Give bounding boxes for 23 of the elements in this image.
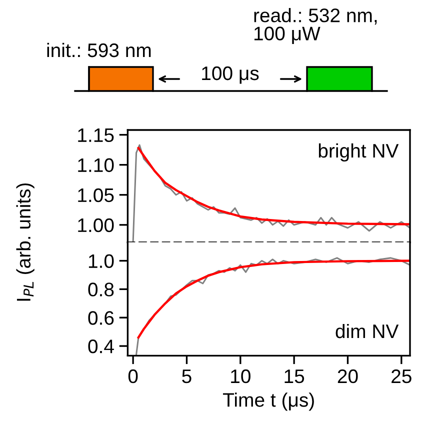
line-series (132, 144, 410, 242)
y-tick-label: 0.4 (88, 340, 114, 354)
y-tick-label: 0.8 (88, 282, 114, 296)
y-tick-label: 0.6 (88, 311, 114, 325)
y-tick-label: 1.05 (78, 188, 114, 202)
text: 100 μs (202, 66, 259, 84)
x-tick-label: 5 (182, 370, 192, 384)
x-tick-label: 20 (338, 369, 358, 384)
y-tick-label: 1.15 (78, 128, 114, 142)
text: init.: 593 nm (47, 42, 151, 58)
x-tick-label: 10 (231, 369, 250, 384)
x-tick-label: 0 (128, 369, 138, 384)
y-tick-label: 1.10 (78, 158, 114, 172)
x-tick-label: 15 (284, 370, 304, 384)
x-tick-label: 25 (392, 369, 412, 384)
x-axis-title: Time t (μs) (223, 392, 314, 411)
line-series (137, 260, 410, 339)
annotation: bright NV (318, 143, 399, 162)
y-axis-title: I$_{PL}$ (arb. units) (16, 183, 34, 301)
y-tick-label: 1.0 (88, 254, 114, 268)
text: read.: 532 nm, 100 μW (254, 8, 377, 44)
y-tick-label: 1.00 (78, 218, 114, 232)
annotation: dim NV (336, 324, 399, 338)
